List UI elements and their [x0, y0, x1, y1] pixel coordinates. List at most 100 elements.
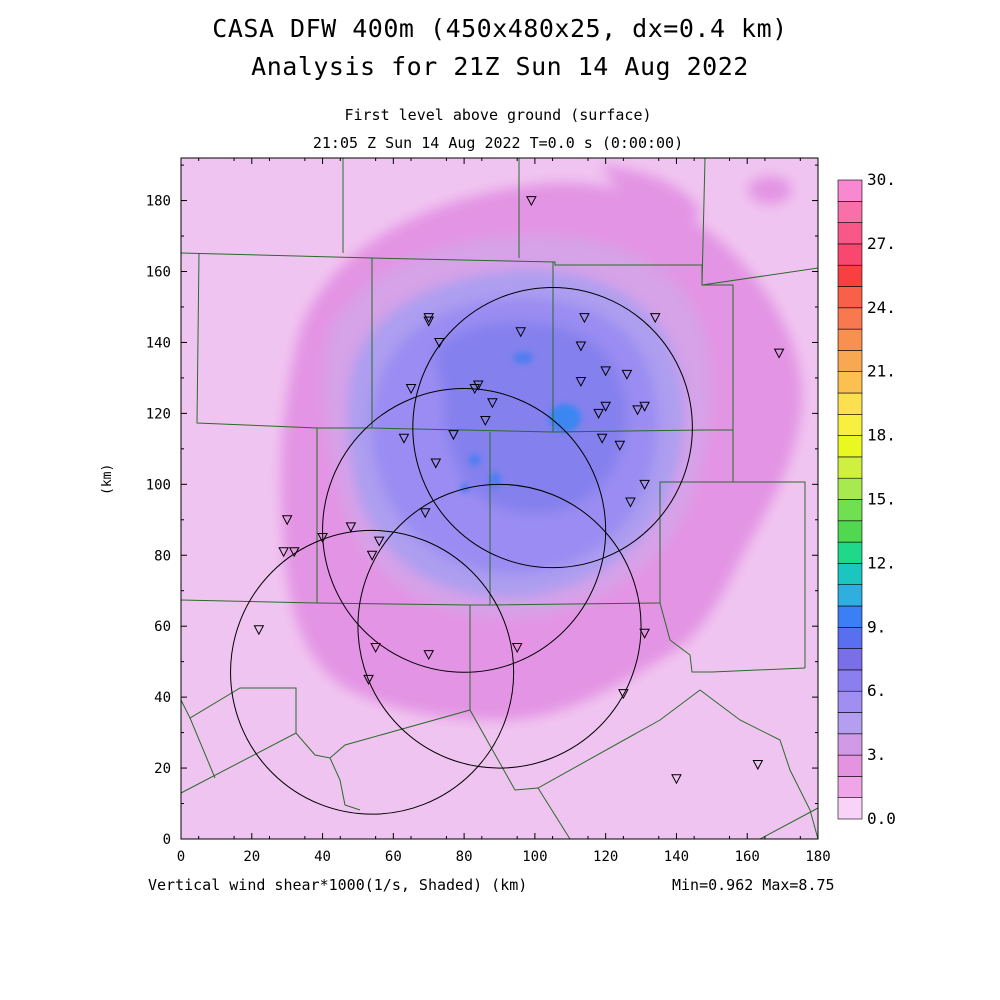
field-label: Vertical wind shear*1000(1/s, Shaded)	[148, 876, 483, 894]
shaded-field	[181, 158, 818, 839]
station-marker	[639, 628, 650, 639]
x-tick-label: 100	[522, 849, 547, 865]
station-marker	[579, 313, 590, 324]
colorbar-swatch	[837, 179, 863, 202]
station-marker	[511, 642, 523, 654]
field-description: Vertical wind shear*1000(1/s, Shaded) (k…	[148, 876, 527, 894]
y-tick-label: 140	[146, 335, 171, 351]
station-marker	[281, 515, 293, 526]
station-marker	[632, 405, 643, 416]
y-tick-label: 0	[163, 832, 171, 848]
colorbar-swatch	[837, 243, 863, 266]
colorbar-swatch	[837, 286, 863, 309]
colorbar-swatch	[837, 392, 863, 415]
station-marker	[487, 398, 498, 409]
colorbar-swatch	[837, 350, 863, 372]
colorbar-swatch	[837, 754, 863, 777]
y-tick-label: 20	[154, 761, 171, 777]
station-marker	[593, 408, 604, 419]
y-tick-label: 40	[154, 690, 171, 706]
colorbar-label: 30.	[867, 170, 896, 189]
colorbar: 0.0 3. 6. 9. 12. 15. 18. 21. 24. 27. 30.	[837, 170, 896, 828]
colorbar-swatch	[837, 797, 863, 820]
colorbar-swatch	[837, 307, 863, 330]
station-marker	[614, 440, 626, 451]
station-marker	[423, 313, 435, 324]
colorbar-label: 6.	[867, 681, 886, 700]
radar-range-rings	[230, 286, 693, 815]
station-marker	[366, 550, 378, 561]
colorbar-swatch	[837, 222, 863, 245]
x-tick-label: 120	[593, 849, 618, 865]
station-marker	[600, 401, 611, 412]
colorbar-swatch	[837, 563, 863, 586]
station-marker	[575, 341, 587, 352]
station-marker	[345, 522, 357, 533]
colorbar-label: 0.0	[867, 809, 896, 828]
colorbar-swatch	[837, 584, 863, 607]
colorbar-swatch	[837, 264, 863, 287]
colorbar-label: 12.	[867, 553, 896, 572]
colorbar-swatch	[837, 626, 863, 649]
station-marker	[434, 337, 445, 349]
min-max-readout: Min=0.962 Max=8.75	[672, 876, 835, 894]
x-tick-label: 140	[664, 849, 689, 865]
x-tick-label: 60	[385, 849, 402, 865]
radar-ring-3	[357, 483, 642, 769]
station-marker	[288, 547, 300, 558]
station-marker	[618, 689, 629, 700]
station-marker	[419, 508, 431, 519]
colorbar-label: 3.	[867, 745, 886, 764]
colorbar-swatch	[837, 328, 863, 351]
station-marker	[373, 536, 385, 547]
colorbar-swatch	[837, 435, 863, 458]
title-line-1: CASA DFW 400m (450x480x25, dx=0.4 km)	[212, 14, 788, 43]
colorbar-swatch	[837, 669, 863, 692]
colorbar-swatch	[837, 776, 863, 799]
colorbar-swatch	[837, 733, 863, 756]
station-marker	[253, 625, 265, 636]
y-tick-label: 160	[146, 265, 171, 281]
colorbar-swatch	[837, 477, 863, 500]
station-marker	[752, 760, 764, 771]
colorbar-swatch	[837, 648, 863, 671]
y-tick-label: 100	[146, 477, 171, 493]
y-tick-label: 180	[146, 194, 171, 210]
colorbar-label: 9.	[867, 617, 886, 636]
radar-ring-4	[230, 529, 515, 815]
station-marker	[773, 348, 785, 359]
y-tick-label: 80	[154, 548, 171, 564]
level-subtitle: First level above ground (surface)	[344, 106, 652, 124]
station-marker	[370, 642, 381, 654]
y-tick-label: 120	[146, 406, 171, 422]
x-tick-label: 40	[314, 849, 331, 865]
colorbar-label: 21.	[867, 362, 896, 381]
colorbar-label: 15.	[867, 490, 896, 509]
time-subtitle: 21:05 Z Sun 14 Aug 2022 T=0.0 s (0:00:00…	[312, 134, 684, 152]
radar-ring-1	[412, 286, 693, 569]
station-marker	[405, 384, 417, 395]
radar-ring-2	[322, 388, 607, 673]
station-marker	[621, 369, 633, 380]
plot-frame	[180, 157, 819, 840]
colorbar-swatch	[837, 201, 863, 223]
station-marker	[526, 196, 537, 207]
station-marker	[472, 380, 484, 391]
station-marker	[596, 433, 608, 444]
station-marker	[639, 479, 650, 490]
station-marker	[469, 384, 481, 395]
station-marker	[600, 366, 611, 377]
station-marker	[575, 376, 587, 388]
station-markers	[253, 196, 785, 785]
colorbar-swatch	[837, 456, 863, 479]
x-axis-label: (km)	[491, 876, 528, 894]
colorbar-label: 27.	[867, 234, 896, 253]
title-line-2: Analysis for 21Z Sun 14 Aug 2022	[251, 52, 749, 81]
station-marker	[448, 430, 459, 441]
station-marker	[639, 401, 650, 412]
station-marker	[515, 327, 527, 338]
colorbar-label: 24.	[867, 298, 896, 317]
station-marker	[671, 774, 682, 785]
colorbar-swatch	[837, 520, 863, 543]
station-marker	[398, 433, 410, 444]
